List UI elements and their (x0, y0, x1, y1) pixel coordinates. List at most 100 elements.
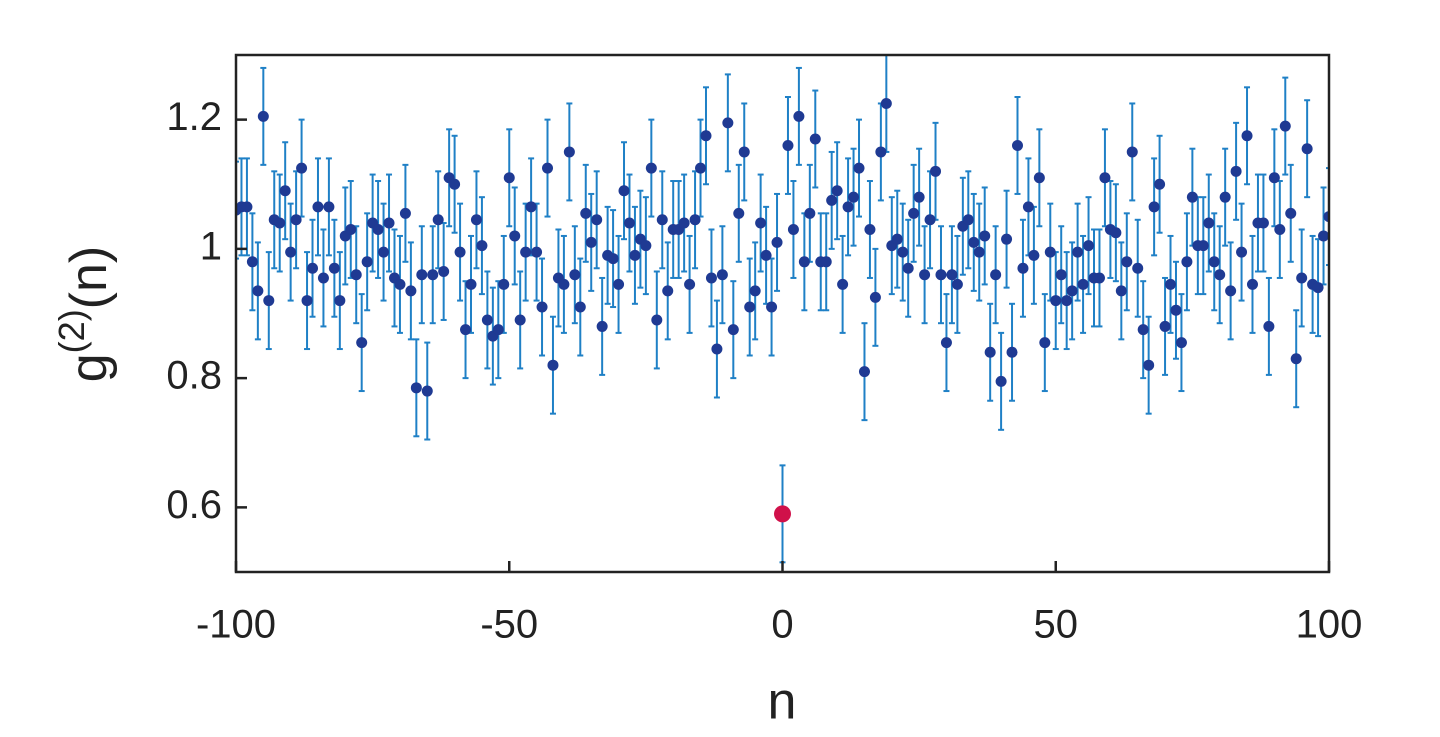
point (1241, 130, 1253, 142)
point (935, 269, 947, 281)
point (394, 278, 406, 290)
point (296, 162, 308, 174)
point (1132, 262, 1144, 274)
point (1050, 295, 1062, 307)
point (328, 262, 340, 274)
point (1099, 172, 1111, 184)
y-tick-label: 1.2 (166, 95, 222, 139)
x-tick-label: 100 (1296, 603, 1363, 647)
point (531, 246, 543, 258)
point (853, 162, 865, 174)
point (285, 246, 297, 258)
point (563, 146, 575, 158)
point (820, 256, 832, 268)
point (596, 320, 608, 332)
point (569, 269, 581, 281)
point (542, 162, 554, 174)
point (716, 269, 728, 281)
point (558, 278, 570, 290)
point (591, 214, 603, 226)
point (378, 246, 390, 258)
point (946, 269, 958, 281)
point (1268, 172, 1280, 184)
point (1121, 256, 1133, 268)
point (1115, 285, 1127, 297)
point (1181, 256, 1193, 268)
point (662, 285, 674, 297)
x-tick-label: 50 (1034, 603, 1079, 647)
x-tick-label: -100 (196, 603, 276, 647)
point (968, 236, 980, 248)
point (1093, 272, 1105, 284)
point (1055, 269, 1067, 281)
point (1077, 278, 1089, 290)
point (481, 314, 493, 326)
point (962, 214, 974, 226)
point (361, 256, 373, 268)
point (334, 295, 346, 307)
point (951, 278, 963, 290)
point (574, 301, 586, 313)
y-tick-label: 1 (200, 224, 222, 268)
x-axis-label: n (768, 673, 797, 731)
point (1219, 191, 1231, 203)
point (629, 249, 641, 261)
point (640, 240, 652, 252)
point (356, 337, 368, 349)
point (1279, 120, 1291, 132)
point (990, 269, 1002, 281)
point (738, 146, 750, 158)
point (984, 346, 996, 358)
point (1072, 246, 1084, 258)
point (470, 214, 482, 226)
point (1208, 256, 1220, 268)
point (656, 214, 668, 226)
point (995, 375, 1007, 387)
point (1230, 165, 1242, 177)
point (514, 314, 526, 326)
y-label-sup: (2) (51, 309, 92, 353)
point (252, 285, 264, 297)
y-label-base: g (60, 353, 118, 382)
point (1290, 353, 1302, 365)
point (1017, 262, 1029, 274)
point (421, 385, 433, 397)
point (771, 236, 783, 248)
point (908, 207, 920, 219)
point (383, 217, 395, 229)
point (279, 185, 291, 197)
point (774, 505, 791, 523)
point (913, 191, 925, 203)
point (427, 269, 439, 281)
point (705, 272, 717, 284)
point (307, 262, 319, 274)
point (695, 162, 707, 174)
point (782, 139, 794, 151)
point (241, 201, 253, 213)
point (1318, 230, 1329, 242)
point (689, 214, 701, 226)
marks (236, 55, 1329, 564)
point (460, 324, 472, 336)
point (410, 382, 422, 394)
point (1066, 285, 1078, 297)
point (536, 301, 548, 313)
point (902, 262, 914, 274)
point (301, 295, 313, 307)
point (345, 223, 357, 235)
point (1061, 295, 1073, 307)
point (880, 97, 892, 109)
point (645, 162, 657, 174)
point (684, 278, 696, 290)
point (897, 246, 909, 258)
point (1143, 359, 1155, 371)
point (492, 324, 504, 336)
point (798, 256, 810, 268)
point (1044, 246, 1056, 258)
point (651, 314, 663, 326)
point (1197, 240, 1209, 252)
point (547, 359, 559, 371)
point (372, 223, 384, 235)
point (1039, 337, 1051, 349)
point (323, 201, 335, 213)
